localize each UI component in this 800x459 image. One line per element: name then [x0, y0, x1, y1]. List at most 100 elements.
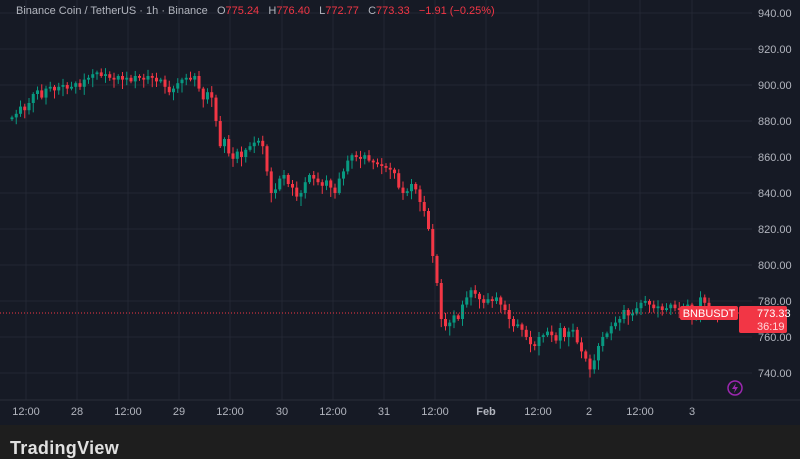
candle-body [189, 77, 192, 80]
candle-body [325, 180, 328, 186]
candle-body [512, 319, 515, 327]
candle-body [312, 175, 316, 179]
candle-body [626, 310, 630, 316]
candle-body [350, 155, 354, 161]
candle-body [291, 184, 294, 188]
candle-body [405, 191, 409, 193]
candle-body [74, 83, 78, 87]
x-tick-label: 12:00 [421, 406, 449, 418]
price-tag-value: 773.33 [757, 308, 791, 320]
candle-body [469, 290, 473, 298]
candle-body [507, 310, 511, 319]
candle-body [524, 329, 528, 337]
candle-body [278, 178, 282, 190]
candle-body [660, 306, 664, 310]
candle-body [452, 315, 456, 323]
candle-body [27, 103, 31, 111]
close-label: C [368, 5, 377, 17]
high-value: 776.40 [276, 5, 310, 17]
candle-body [609, 326, 613, 334]
candle-body [150, 76, 154, 78]
candle-body [380, 164, 384, 166]
countdown-label: 36:19 [757, 321, 785, 333]
candle-body [201, 88, 205, 100]
candle-body [639, 302, 643, 309]
x-tick-label: 12:00 [524, 406, 552, 418]
y-tick-label: 840.00 [758, 188, 792, 200]
candle-body [257, 140, 260, 143]
candle-body [584, 351, 588, 359]
candle-body [329, 180, 333, 188]
candle-body [461, 304, 464, 319]
candle-body [265, 146, 269, 172]
candle-body [159, 79, 163, 82]
chart-canvas[interactable]: 940.00 920.00 900.00 880.00 860.00 840.00 820.… [0, 0, 800, 425]
candle-body [184, 77, 188, 80]
candle-body [87, 77, 90, 80]
candle-body [223, 139, 226, 147]
candle-body [342, 171, 345, 179]
price-chart[interactable]: 940.00 920.00 900.00 880.00 860.00 840.00 820.… [0, 0, 800, 425]
candle-body [384, 166, 388, 168]
candle-body [448, 322, 452, 327]
candle-body [444, 319, 447, 327]
candle-body [669, 304, 673, 309]
lightning-alert-icon[interactable] [727, 380, 743, 396]
candle-body [601, 337, 605, 346]
y-tick-label: 780.00 [758, 296, 792, 308]
candle-body [235, 151, 239, 159]
candle-body [554, 335, 558, 341]
candle-body [274, 189, 277, 193]
y-tick-label: 940.00 [758, 8, 792, 20]
candle-body [592, 360, 596, 370]
candle-body [125, 77, 129, 80]
candle-body [546, 331, 549, 336]
candle-body [435, 256, 439, 283]
candle-body [240, 151, 243, 157]
candle-body [367, 155, 371, 161]
candle-body [490, 299, 494, 301]
candle-body [516, 324, 520, 327]
x-tick-label: 12:00 [12, 406, 40, 418]
candle-body [176, 83, 180, 89]
candle-body [422, 202, 426, 211]
candle-body [129, 77, 133, 82]
candle-body [622, 310, 626, 319]
candle-body [108, 74, 112, 78]
candle-body [337, 178, 341, 193]
candle-body [252, 142, 256, 147]
candle-body [248, 146, 252, 150]
symbol-legend: Binance Coin / TetherUS · 1h · Binance O… [16, 5, 495, 17]
candle-body [643, 301, 647, 303]
symbol-title[interactable]: Binance Coin / TetherUS · 1h · Binance [16, 5, 208, 17]
candle-body [499, 297, 503, 305]
candle-body [631, 313, 634, 316]
candle-body [244, 149, 248, 157]
candle-body [197, 76, 201, 89]
y-tick-label: 900.00 [758, 80, 792, 92]
candle-body [193, 76, 197, 80]
x-tick-label: 29 [173, 406, 185, 418]
candle-body [95, 72, 99, 75]
candle-body [295, 187, 299, 197]
candle-body [206, 92, 209, 100]
candle-body [673, 304, 677, 309]
candle-body [308, 175, 311, 183]
candle-body [320, 182, 324, 186]
candle-body [359, 157, 362, 159]
x-tick-label: 12:00 [319, 406, 347, 418]
candle-body [703, 297, 707, 303]
candle-body [138, 76, 141, 78]
candle-body [388, 167, 392, 170]
candle-body [486, 299, 490, 303]
candle-body [563, 328, 566, 337]
candle-body [65, 85, 69, 89]
candle-body [19, 106, 22, 114]
candle-body [231, 153, 235, 159]
candle-body [482, 299, 486, 303]
candle-body [354, 155, 358, 157]
low-label: L [319, 5, 326, 17]
candle-body [36, 90, 39, 94]
candle-body [427, 211, 430, 229]
candle-body [503, 304, 507, 310]
